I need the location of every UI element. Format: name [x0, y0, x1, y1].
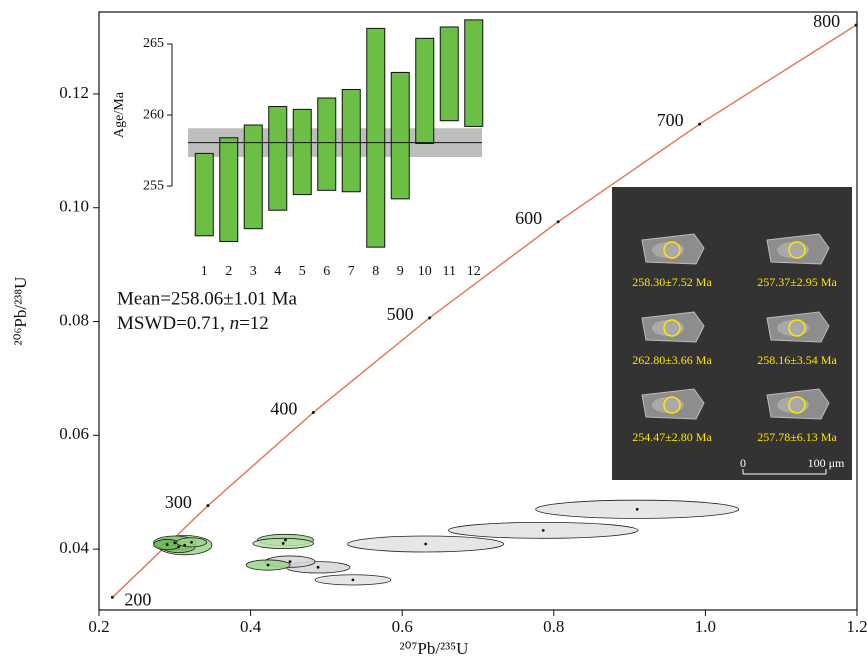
- spot-age-label: 258.16±3.54 Ma: [757, 353, 837, 367]
- concordia-marker: [206, 504, 209, 507]
- x-tick-label: 1.0: [695, 617, 716, 636]
- x-tick-label: 0.2: [88, 617, 109, 636]
- inset-x-tick-label: 11: [443, 264, 456, 279]
- age-bar: [244, 125, 262, 229]
- ellipse-center: [177, 545, 180, 548]
- concordia-marker: [312, 411, 315, 414]
- inset-x-tick-label: 12: [467, 264, 481, 279]
- mswd-text: MSWD=0.71,: [117, 313, 230, 334]
- spot-age-label: 257.37±2.95 Ma: [757, 275, 837, 289]
- n-symbol: n: [230, 313, 240, 334]
- cl-panel: 258.30±7.52 Ma 257.37±2.95 Ma 262.80±3.66 …: [612, 187, 852, 480]
- y-tick-label: 0.08: [59, 310, 89, 329]
- inset-y-tick-label: 265: [143, 36, 164, 51]
- age-label: 600: [515, 208, 542, 228]
- spot-age-label: 254.47±2.80 Ma: [632, 430, 712, 444]
- ellipse-center: [166, 543, 169, 546]
- y-tick-label: 0.12: [59, 83, 89, 102]
- spot-age-label: 257.78±6.13 Ma: [757, 430, 837, 444]
- ellipse-center: [424, 543, 427, 546]
- age-label: 800: [813, 11, 840, 31]
- scale-bar-label: 100 μm: [808, 456, 845, 470]
- inset-x-tick-label: 1: [201, 264, 208, 279]
- age-bar: [269, 107, 287, 211]
- age-label: 300: [165, 492, 192, 512]
- age-bar: [195, 153, 213, 235]
- age-bar: [367, 28, 385, 247]
- ellipse-center: [289, 560, 292, 563]
- inset-x-tick-label: 8: [372, 264, 379, 279]
- inset-y-label: Age/Ma: [112, 91, 127, 138]
- figure: ²⁰⁷Pb/²³⁵U ²⁰⁶Pb/²³⁸U Age/Ma Mean=258.06…: [0, 0, 867, 663]
- spot-age-label: 258.30±7.52 Ma: [632, 275, 712, 289]
- ellipse-center: [267, 564, 270, 567]
- concordia-marker: [855, 24, 858, 27]
- concordia-marker: [111, 596, 114, 599]
- inset-x-tick-label: 2: [225, 264, 232, 279]
- age-bar: [416, 38, 434, 143]
- mswd-label: MSWD=0.71, n=12: [117, 313, 269, 334]
- x-tick-label: 0.8: [543, 617, 564, 636]
- age-label: 500: [387, 304, 414, 324]
- y-tick-label: 0.04: [59, 538, 89, 557]
- x-tick-label: 1.2: [846, 617, 867, 636]
- n-value: =12: [239, 313, 269, 334]
- ellipse-center: [636, 508, 639, 511]
- concordia-marker: [557, 220, 560, 223]
- ellipse-center: [183, 544, 186, 547]
- inset-x-tick-label: 4: [274, 264, 281, 279]
- age-bar: [440, 27, 458, 121]
- inset-x-tick-label: 5: [299, 264, 306, 279]
- age-bar: [391, 72, 409, 198]
- age-bar: [220, 138, 238, 242]
- x-tick-label: 0.4: [240, 617, 262, 636]
- x-axis-label: ²⁰⁷Pb/²³⁵U: [400, 639, 469, 658]
- age-label: 400: [270, 399, 297, 419]
- x-tick-label: 0.6: [392, 617, 413, 636]
- age-label: 200: [124, 590, 151, 610]
- ellipse-center: [190, 541, 193, 544]
- inset-x-tick-label: 3: [250, 264, 257, 279]
- concordia-marker: [428, 316, 431, 319]
- y-axis-label: ²⁰⁶Pb/²³⁸U: [11, 277, 30, 346]
- scale-bar-label: 0: [740, 456, 746, 470]
- mean-label: Mean=258.06±1.01 Ma: [117, 288, 298, 309]
- age-bar: [465, 20, 483, 127]
- ellipse-center: [173, 541, 176, 544]
- ellipse-center: [282, 542, 285, 545]
- age-bar: [293, 109, 311, 194]
- ellipse-center: [317, 566, 320, 569]
- age-bar: [318, 98, 336, 190]
- inset-y-tick-label: 255: [143, 178, 164, 193]
- inset-x-tick-label: 9: [397, 264, 404, 279]
- spot-age-label: 262.80±3.66 Ma: [632, 353, 712, 367]
- y-tick-label: 0.10: [59, 197, 89, 216]
- concordia-marker: [698, 123, 701, 126]
- inset-x-tick-label: 6: [323, 264, 330, 279]
- inset-x-tick-label: 7: [348, 264, 355, 279]
- ellipse-center: [352, 578, 355, 581]
- ellipse-center: [542, 529, 545, 532]
- age-label: 700: [657, 110, 684, 130]
- y-tick-label: 0.06: [59, 424, 89, 443]
- inset-y-tick-label: 260: [143, 107, 164, 122]
- age-bar: [342, 89, 360, 191]
- ellipse-center: [284, 539, 287, 542]
- inset-x-tick-label: 10: [418, 264, 432, 279]
